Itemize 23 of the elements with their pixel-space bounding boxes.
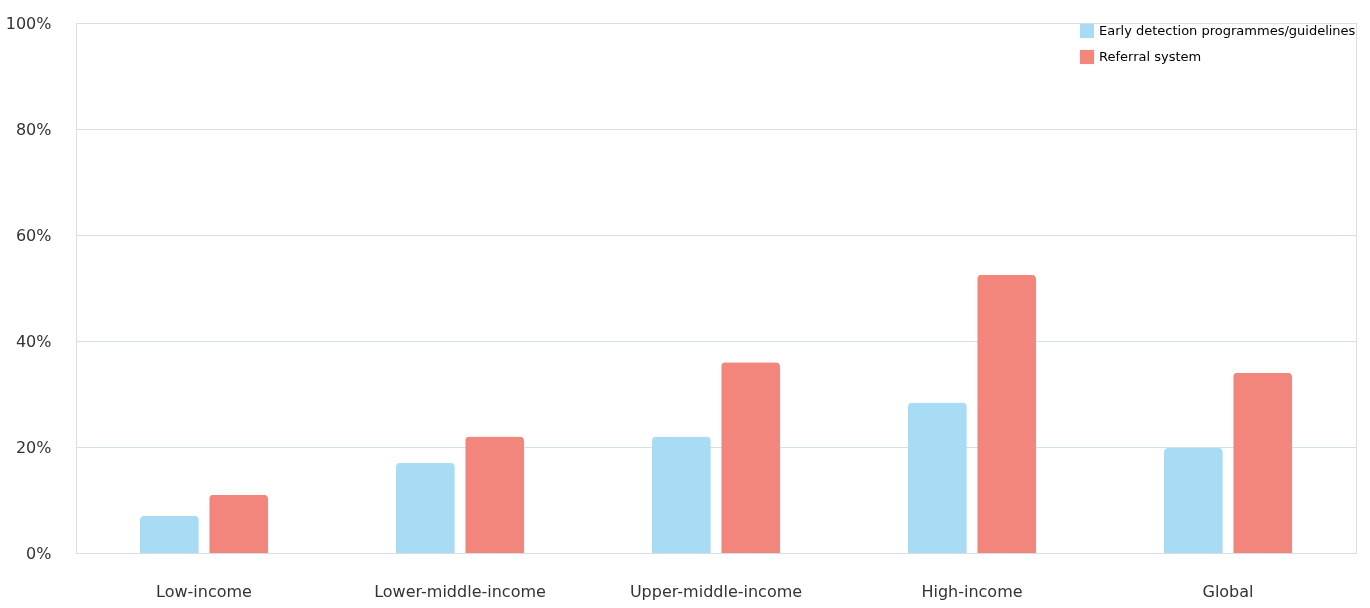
y-tick-label: 80% [15,119,52,139]
bar [652,436,711,553]
bar [908,402,967,553]
y-tick-label: 20% [15,437,52,457]
legend-label: Early detection programmes/guidelines [1099,23,1356,38]
bar [209,494,268,553]
y-tick-label: 100% [5,13,52,33]
y-tick-label: 40% [15,331,52,351]
bar [140,515,199,553]
y-tick-label: 0% [26,543,52,563]
x-tick-label: Low-income [156,581,252,601]
x-tick-label: Upper-middle-income [629,581,803,601]
bar [721,362,780,553]
bar [1164,448,1223,553]
bar [977,274,1036,553]
legend-label: Referral system [1099,49,1202,64]
x-tick-label: Global [1202,581,1254,601]
x-tick-label: Lower-middle-income [374,581,546,601]
bar [396,462,455,553]
bar [1233,372,1292,553]
y-tick-label: 60% [15,225,52,245]
x-tick-label: High-income [921,581,1023,601]
bar [465,436,524,553]
